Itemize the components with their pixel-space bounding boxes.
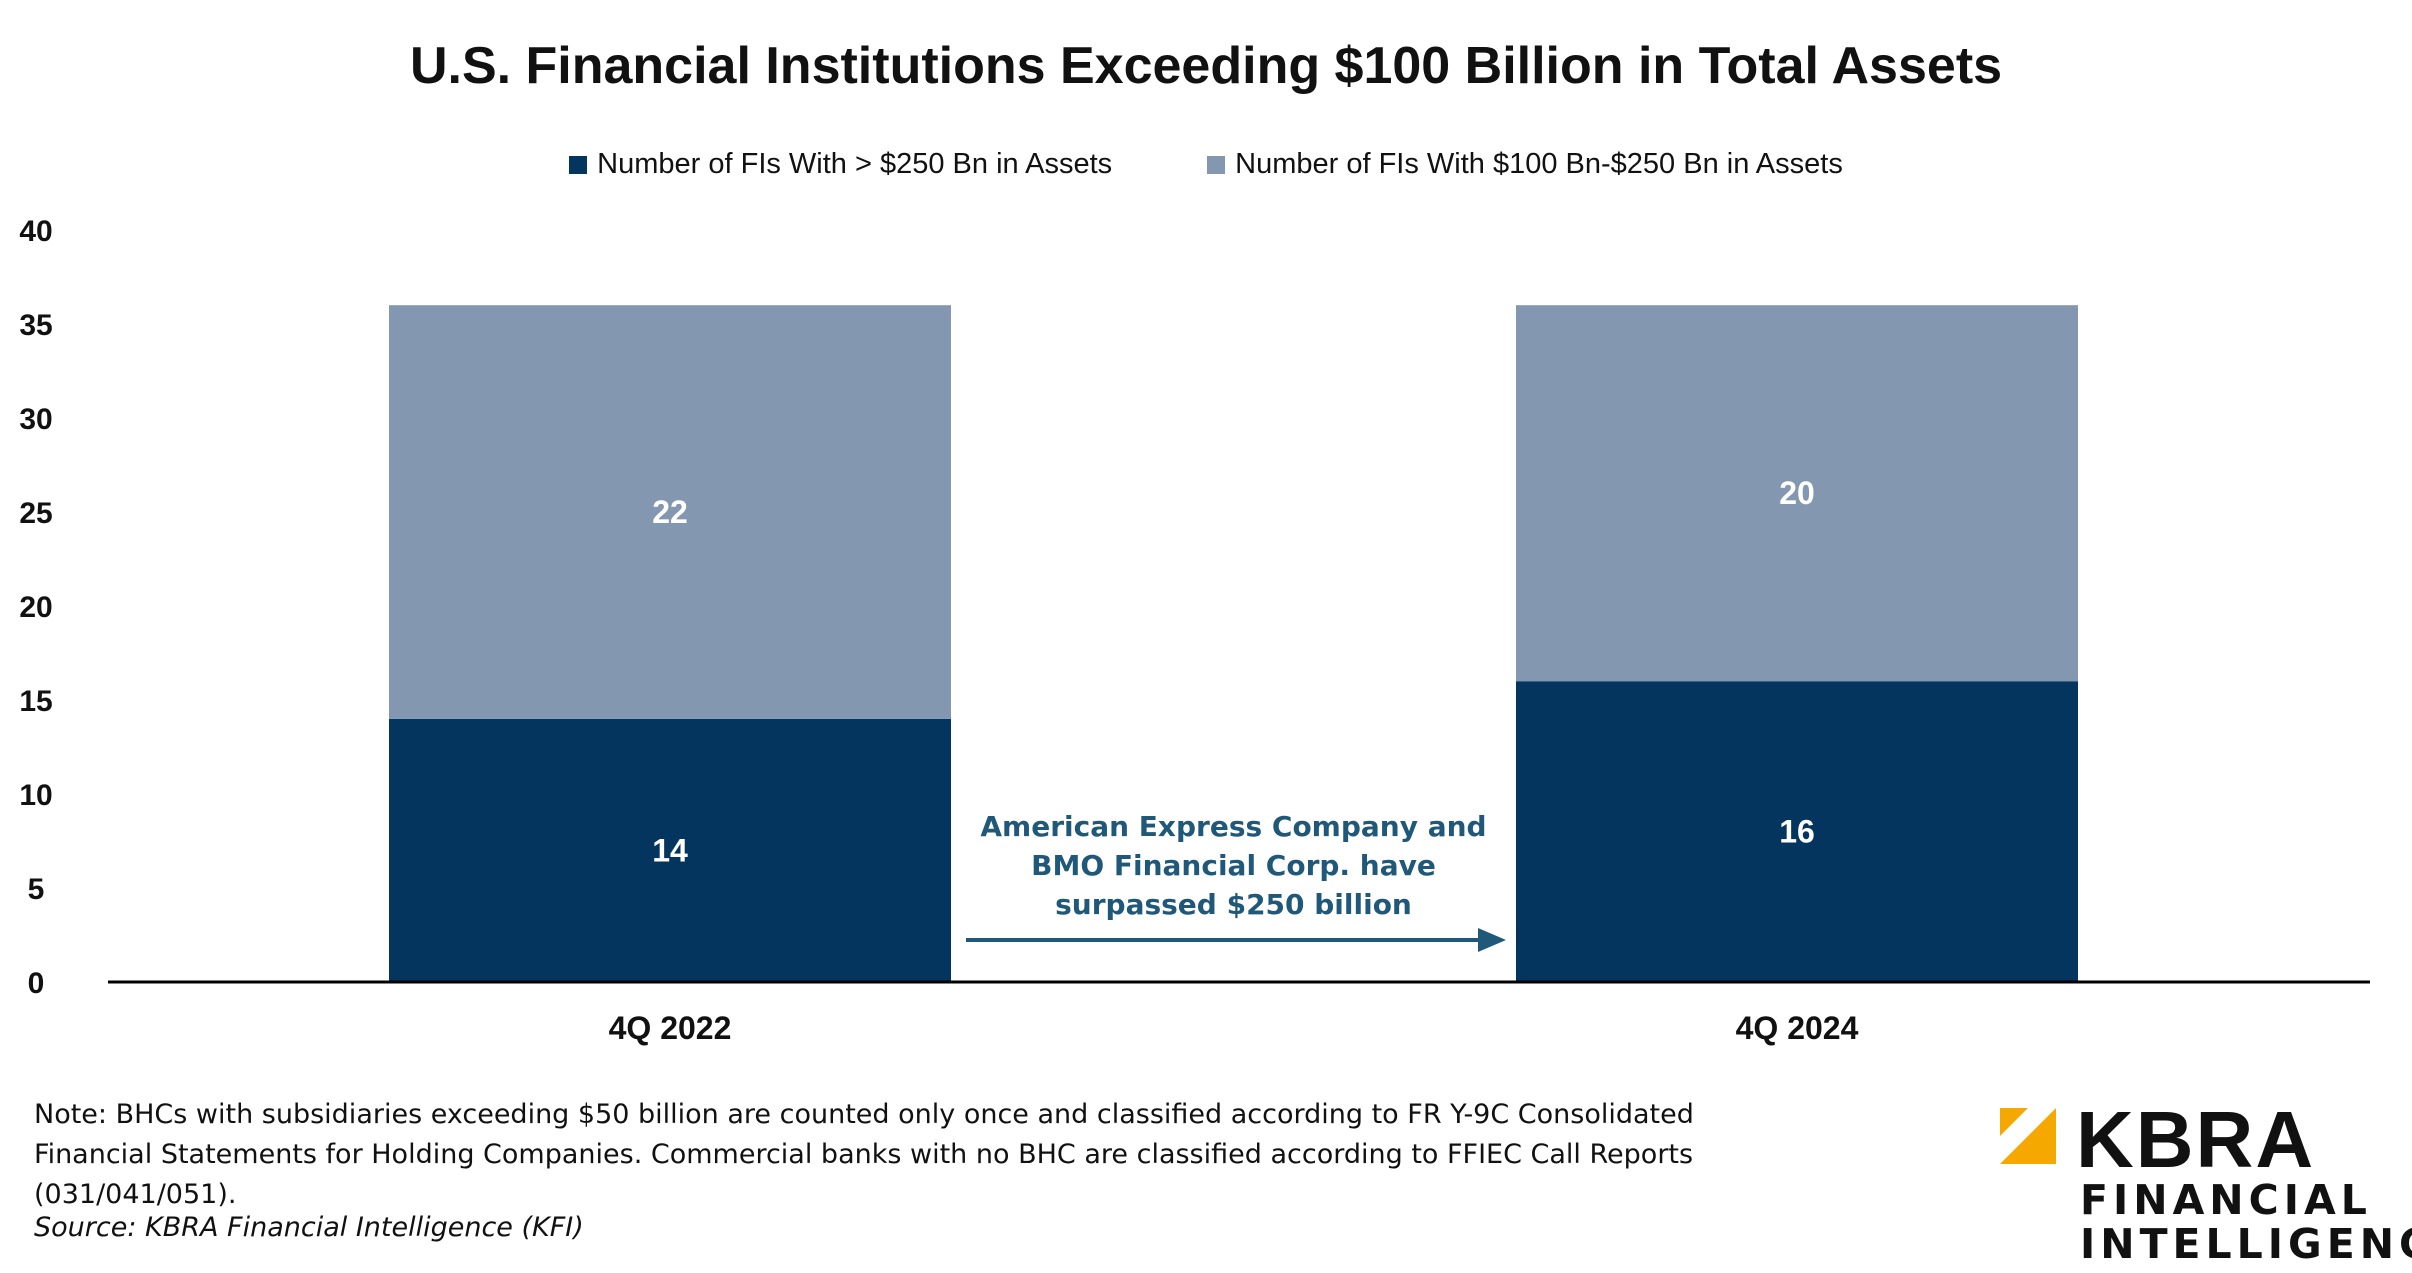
- y-tick-label-25: 25: [19, 497, 52, 530]
- bar-4q-2022-series-0: [389, 718, 951, 982]
- y-tick-label-20: 20: [19, 591, 52, 624]
- legend-swatch-over-250: [569, 155, 588, 174]
- y-tick-label-35: 35: [19, 309, 52, 342]
- source-text: Source: KBRA Financial Intelligence (KFI…: [34, 1212, 584, 1243]
- y-tick-label-40: 40: [19, 215, 52, 248]
- legend: Number of FIs With > $250 Bn in Assets N…: [0, 148, 2412, 181]
- y-tick-label-30: 30: [19, 403, 52, 436]
- annotation-arrow-head: [1478, 928, 1506, 952]
- legend-item-100-250: Number of FIs With $100 Bn-$250 Bn in As…: [1207, 148, 1843, 181]
- bar-4q-2024-series-1: [1516, 305, 2078, 682]
- y-tick-label-0: 0: [28, 967, 45, 1000]
- bar-4q-2024-series-0: [1516, 681, 2078, 982]
- annotation-line-0: American Express Company and: [980, 810, 1486, 843]
- y-tick-label-15: 15: [19, 685, 52, 718]
- legend-item-over-250: Number of FIs With > $250 Bn in Assets: [569, 148, 1112, 181]
- chart-title: U.S. Financial Institutions Exceeding $1…: [409, 37, 2003, 95]
- kbra-logo-mark: [2000, 1108, 2056, 1164]
- annotation-line-2: surpassed $250 billion: [1055, 888, 1412, 921]
- y-tick-label-5: 5: [28, 873, 45, 906]
- stacked-bar-chart: 0 5 10 15 20 25 30 35 40 14 22 4Q 2022 16 20 4Q 2024 Am…: [19, 215, 2370, 1046]
- bar-4q-2022-series-1: [389, 305, 951, 719]
- annotation-line-1: BMO Financial Corp. have: [1031, 849, 1436, 882]
- x-tick-label-0: 4Q 2022: [609, 1010, 732, 1046]
- logo-financial-text: FINANCIAL: [2080, 1176, 2372, 1224]
- legend-swatch-100-250: [1207, 155, 1226, 174]
- footnote: Note: BHCs with subsidiaries exceeding $…: [34, 1099, 1694, 1210]
- x-tick-label-1: 4Q 2024: [1736, 1010, 1859, 1046]
- legend-label-over-250: Number of FIs With > $250 Bn in Assets: [597, 148, 1113, 180]
- logo-intelligence-text: INTELLIGENCE: [2080, 1220, 2412, 1268]
- data-label-4q-2022-series-1: 22: [652, 494, 688, 530]
- y-tick-label-10: 10: [19, 779, 52, 812]
- logo-kbra-text: KBRA: [2076, 1095, 2316, 1184]
- data-label-4q-2022-series-0: 14: [652, 832, 688, 868]
- kbra-logo: KBRA FINANCIAL INTELLIGENCE: [2000, 1095, 2412, 1270]
- data-label-4q-2024-series-1: 20: [1779, 475, 1815, 511]
- legend-label-100-250: Number of FIs With $100 Bn-$250 Bn in As…: [1235, 148, 1843, 180]
- data-label-4q-2024-series-0: 16: [1779, 814, 1815, 850]
